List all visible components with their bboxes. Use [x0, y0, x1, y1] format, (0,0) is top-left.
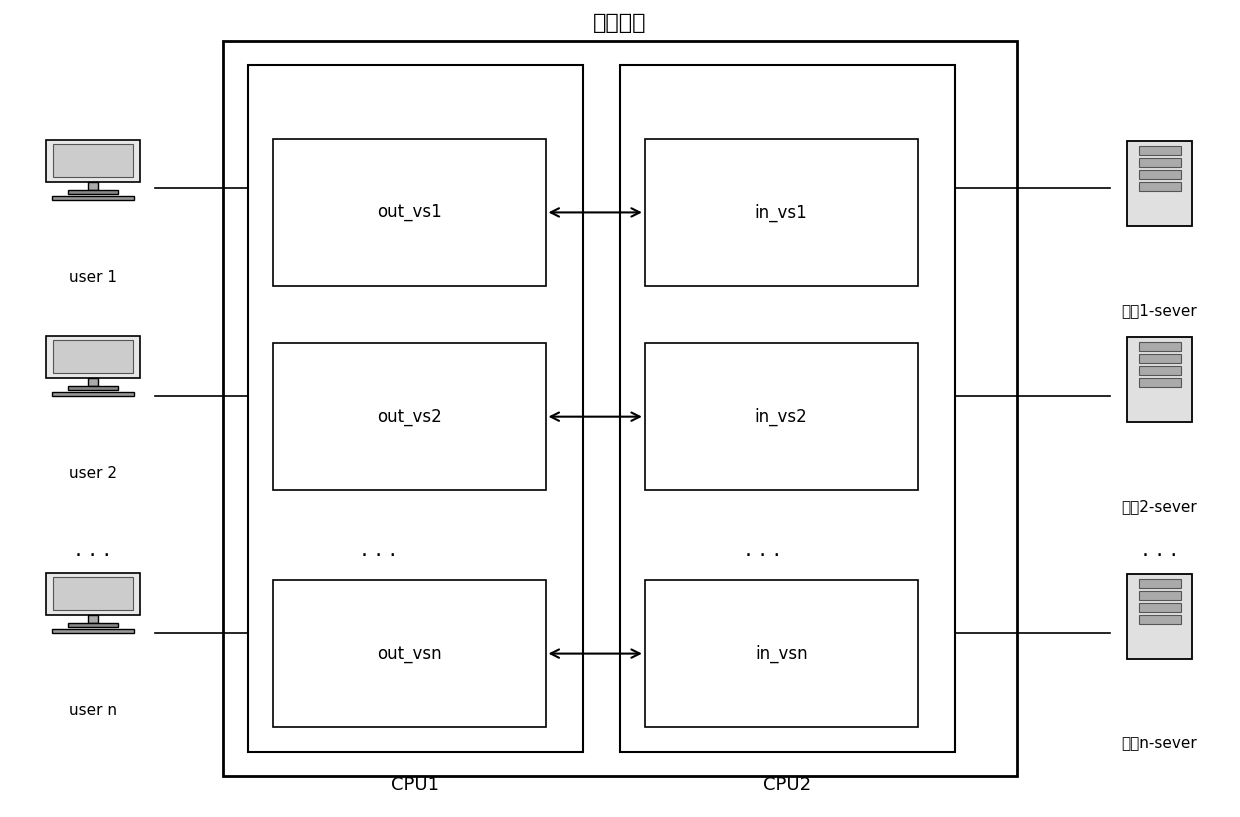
Bar	[52, 629, 134, 633]
Bar	[68, 386, 118, 391]
Bar	[645, 580, 918, 727]
Text: out_vs1: out_vs1	[377, 203, 441, 221]
Bar	[46, 573, 140, 615]
Bar	[1127, 337, 1192, 422]
Bar	[273, 580, 546, 727]
Bar	[1138, 366, 1180, 375]
Text: user 1: user 1	[69, 270, 117, 285]
Text: · · ·: · · ·	[361, 546, 396, 565]
Text: · · ·: · · ·	[745, 546, 780, 565]
Bar	[645, 343, 918, 490]
Text: 租户n-sever: 租户n-sever	[1121, 736, 1198, 751]
Bar	[1138, 170, 1180, 179]
Bar	[1138, 354, 1180, 364]
Bar	[88, 378, 98, 386]
Bar	[223, 41, 1017, 776]
Bar	[46, 140, 140, 182]
Bar	[1138, 614, 1180, 624]
Bar	[68, 190, 118, 194]
Bar	[88, 182, 98, 190]
Bar	[1138, 158, 1180, 167]
Bar	[52, 392, 134, 396]
Text: in_vs1: in_vs1	[755, 203, 807, 221]
Bar	[52, 196, 134, 200]
Bar	[68, 623, 118, 627]
Bar	[53, 341, 133, 373]
Text: in_vsn: in_vsn	[755, 645, 807, 663]
Text: in_vs2: in_vs2	[755, 408, 807, 426]
Text: 租户2-sever: 租户2-sever	[1121, 499, 1198, 514]
Bar	[53, 578, 133, 610]
Text: · · ·: · · ·	[1142, 546, 1177, 565]
Bar	[1138, 603, 1180, 612]
Text: user n: user n	[69, 703, 117, 718]
Bar	[1127, 574, 1192, 659]
Bar	[620, 65, 955, 752]
Bar	[46, 336, 140, 378]
Text: out_vs2: out_vs2	[377, 408, 441, 426]
Text: 安全设备: 安全设备	[593, 13, 647, 33]
Bar	[53, 145, 133, 177]
Text: out_vsn: out_vsn	[377, 645, 441, 663]
Bar	[1138, 377, 1180, 387]
Bar	[1138, 181, 1180, 191]
Bar	[273, 343, 546, 490]
Text: CPU1: CPU1	[392, 776, 439, 794]
Bar	[1138, 342, 1180, 351]
Bar	[645, 139, 918, 286]
Bar	[1138, 591, 1180, 600]
Bar	[1138, 146, 1180, 155]
Bar	[1127, 141, 1192, 226]
Text: CPU2: CPU2	[764, 776, 811, 794]
Text: user 2: user 2	[69, 467, 117, 481]
Text: · · ·: · · ·	[76, 546, 110, 565]
Text: 租户1-sever: 租户1-sever	[1121, 303, 1198, 318]
Bar	[88, 615, 98, 623]
Bar	[248, 65, 583, 752]
Bar	[273, 139, 546, 286]
Bar	[1138, 579, 1180, 588]
